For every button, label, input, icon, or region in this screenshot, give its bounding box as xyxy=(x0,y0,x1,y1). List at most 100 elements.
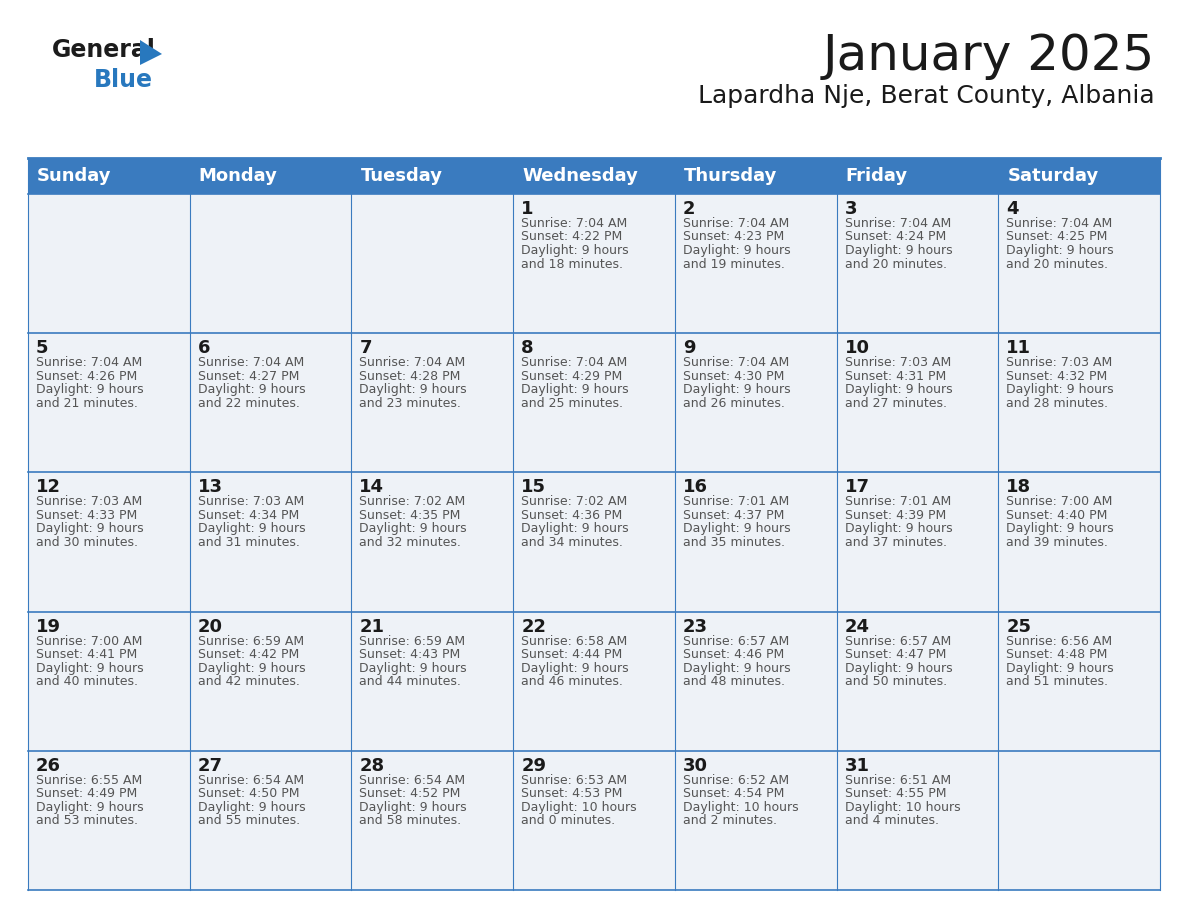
Text: January 2025: January 2025 xyxy=(823,32,1155,80)
Text: 1: 1 xyxy=(522,200,533,218)
Text: Sunset: 4:48 PM: Sunset: 4:48 PM xyxy=(1006,648,1107,661)
Bar xyxy=(836,751,998,890)
Text: Sunrise: 7:04 AM: Sunrise: 7:04 AM xyxy=(1006,217,1112,230)
Text: Sunrise: 7:04 AM: Sunrise: 7:04 AM xyxy=(845,217,950,230)
Text: Daylight: 9 hours: Daylight: 9 hours xyxy=(845,244,953,257)
Text: Daylight: 9 hours: Daylight: 9 hours xyxy=(1006,244,1114,257)
Text: Daylight: 9 hours: Daylight: 9 hours xyxy=(360,662,467,675)
Bar xyxy=(513,751,675,890)
Text: 24: 24 xyxy=(845,618,870,635)
Text: 29: 29 xyxy=(522,756,546,775)
Text: Daylight: 9 hours: Daylight: 9 hours xyxy=(522,383,628,397)
Bar xyxy=(352,333,513,473)
Text: 4: 4 xyxy=(1006,200,1019,218)
Text: Daylight: 9 hours: Daylight: 9 hours xyxy=(360,522,467,535)
Text: Sunrise: 7:04 AM: Sunrise: 7:04 AM xyxy=(360,356,466,369)
Text: Sunrise: 6:52 AM: Sunrise: 6:52 AM xyxy=(683,774,789,787)
Text: and 4 minutes.: and 4 minutes. xyxy=(845,814,939,827)
Text: Daylight: 9 hours: Daylight: 9 hours xyxy=(522,522,628,535)
Text: 6: 6 xyxy=(197,339,210,357)
Text: 21: 21 xyxy=(360,618,385,635)
Text: 18: 18 xyxy=(1006,478,1031,497)
Text: Daylight: 9 hours: Daylight: 9 hours xyxy=(683,522,790,535)
Text: General: General xyxy=(52,38,156,62)
Text: Wednesday: Wednesday xyxy=(523,167,638,185)
Text: Daylight: 9 hours: Daylight: 9 hours xyxy=(1006,383,1114,397)
Text: Sunrise: 6:57 AM: Sunrise: 6:57 AM xyxy=(845,634,950,647)
Text: Sunrise: 7:02 AM: Sunrise: 7:02 AM xyxy=(522,496,627,509)
Text: Daylight: 9 hours: Daylight: 9 hours xyxy=(683,244,790,257)
Text: Sunset: 4:43 PM: Sunset: 4:43 PM xyxy=(360,648,461,661)
Text: Sunset: 4:55 PM: Sunset: 4:55 PM xyxy=(845,788,946,800)
Text: Thursday: Thursday xyxy=(684,167,777,185)
Text: Sunrise: 6:57 AM: Sunrise: 6:57 AM xyxy=(683,634,789,647)
Text: 7: 7 xyxy=(360,339,372,357)
Text: Sunset: 4:35 PM: Sunset: 4:35 PM xyxy=(360,509,461,522)
Bar xyxy=(836,473,998,611)
Text: Sunset: 4:31 PM: Sunset: 4:31 PM xyxy=(845,370,946,383)
Bar xyxy=(513,611,675,751)
Text: 13: 13 xyxy=(197,478,222,497)
Text: Sunset: 4:52 PM: Sunset: 4:52 PM xyxy=(360,788,461,800)
Text: Sunset: 4:27 PM: Sunset: 4:27 PM xyxy=(197,370,299,383)
Text: and 2 minutes.: and 2 minutes. xyxy=(683,814,777,827)
Text: Sunrise: 7:03 AM: Sunrise: 7:03 AM xyxy=(845,356,950,369)
Bar xyxy=(998,473,1159,611)
Polygon shape xyxy=(140,40,162,65)
Text: 30: 30 xyxy=(683,756,708,775)
Text: 2: 2 xyxy=(683,200,695,218)
Bar xyxy=(29,158,1159,194)
Bar xyxy=(29,333,190,473)
Text: and 23 minutes.: and 23 minutes. xyxy=(360,397,461,409)
Bar xyxy=(29,751,190,890)
Text: Daylight: 9 hours: Daylight: 9 hours xyxy=(522,244,628,257)
Text: 11: 11 xyxy=(1006,339,1031,357)
Text: and 20 minutes.: and 20 minutes. xyxy=(1006,258,1108,271)
Text: Sunset: 4:30 PM: Sunset: 4:30 PM xyxy=(683,370,784,383)
Text: Sunset: 4:40 PM: Sunset: 4:40 PM xyxy=(1006,509,1107,522)
Text: Daylight: 9 hours: Daylight: 9 hours xyxy=(845,522,953,535)
Text: Sunset: 4:50 PM: Sunset: 4:50 PM xyxy=(197,788,299,800)
Text: Daylight: 9 hours: Daylight: 9 hours xyxy=(197,522,305,535)
Text: 28: 28 xyxy=(360,756,385,775)
Text: and 26 minutes.: and 26 minutes. xyxy=(683,397,785,409)
Text: Sunrise: 6:51 AM: Sunrise: 6:51 AM xyxy=(845,774,950,787)
Text: and 42 minutes.: and 42 minutes. xyxy=(197,675,299,688)
Text: 22: 22 xyxy=(522,618,546,635)
Text: Daylight: 9 hours: Daylight: 9 hours xyxy=(36,383,144,397)
Bar xyxy=(998,751,1159,890)
Text: Sunrise: 7:04 AM: Sunrise: 7:04 AM xyxy=(522,356,627,369)
Text: Sunrise: 7:04 AM: Sunrise: 7:04 AM xyxy=(683,217,789,230)
Text: Sunrise: 7:02 AM: Sunrise: 7:02 AM xyxy=(360,496,466,509)
Text: and 48 minutes.: and 48 minutes. xyxy=(683,675,785,688)
Text: Sunset: 4:49 PM: Sunset: 4:49 PM xyxy=(36,788,138,800)
Text: Sunrise: 6:55 AM: Sunrise: 6:55 AM xyxy=(36,774,143,787)
Text: Sunrise: 7:04 AM: Sunrise: 7:04 AM xyxy=(522,217,627,230)
Text: and 28 minutes.: and 28 minutes. xyxy=(1006,397,1108,409)
Text: 26: 26 xyxy=(36,756,61,775)
Text: Sunrise: 7:03 AM: Sunrise: 7:03 AM xyxy=(36,496,143,509)
Text: and 34 minutes.: and 34 minutes. xyxy=(522,536,623,549)
Text: Sunset: 4:36 PM: Sunset: 4:36 PM xyxy=(522,509,623,522)
Text: Sunset: 4:28 PM: Sunset: 4:28 PM xyxy=(360,370,461,383)
Text: 20: 20 xyxy=(197,618,222,635)
Text: 10: 10 xyxy=(845,339,870,357)
Text: Sunset: 4:24 PM: Sunset: 4:24 PM xyxy=(845,230,946,243)
Bar xyxy=(836,611,998,751)
Text: Sunrise: 6:59 AM: Sunrise: 6:59 AM xyxy=(360,634,466,647)
Text: Sunrise: 7:04 AM: Sunrise: 7:04 AM xyxy=(197,356,304,369)
Bar xyxy=(190,473,352,611)
Text: and 46 minutes.: and 46 minutes. xyxy=(522,675,623,688)
Text: Sunset: 4:26 PM: Sunset: 4:26 PM xyxy=(36,370,138,383)
Text: Sunset: 4:34 PM: Sunset: 4:34 PM xyxy=(197,509,299,522)
Text: and 21 minutes.: and 21 minutes. xyxy=(36,397,138,409)
Bar xyxy=(352,194,513,333)
Text: Sunset: 4:32 PM: Sunset: 4:32 PM xyxy=(1006,370,1107,383)
Text: Sunrise: 7:03 AM: Sunrise: 7:03 AM xyxy=(197,496,304,509)
Text: Friday: Friday xyxy=(846,167,908,185)
Text: Daylight: 9 hours: Daylight: 9 hours xyxy=(845,662,953,675)
Text: and 20 minutes.: and 20 minutes. xyxy=(845,258,947,271)
Text: and 58 minutes.: and 58 minutes. xyxy=(360,814,462,827)
Text: Sunset: 4:46 PM: Sunset: 4:46 PM xyxy=(683,648,784,661)
Text: Daylight: 9 hours: Daylight: 9 hours xyxy=(1006,522,1114,535)
